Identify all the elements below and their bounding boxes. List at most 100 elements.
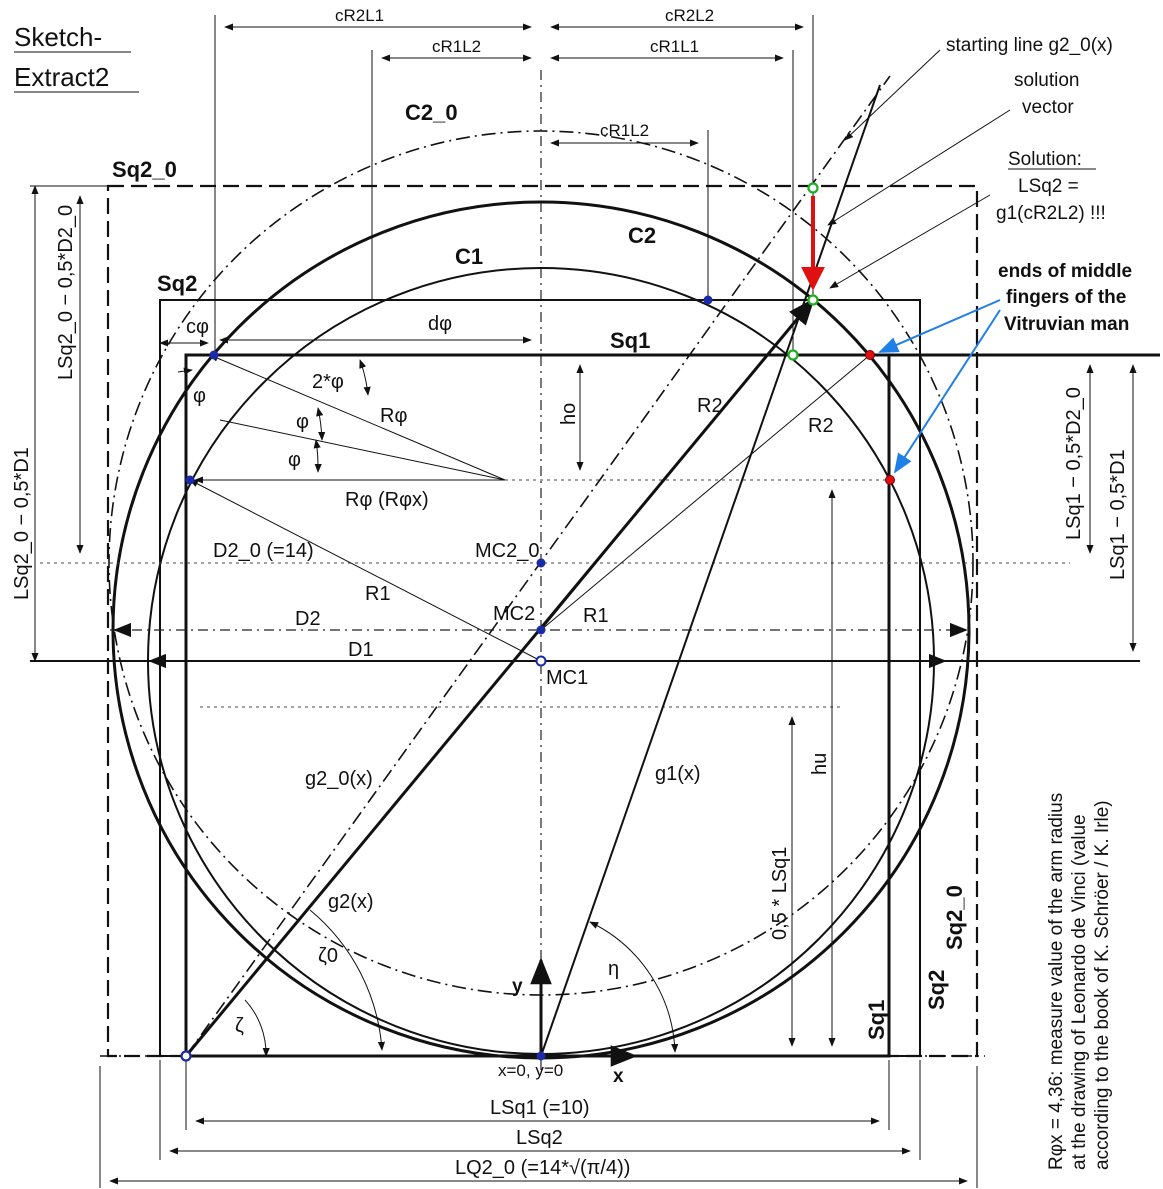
point-green-solution: [807, 294, 819, 306]
label-sq1-top: Sq1: [610, 328, 650, 353]
point-mc2: [536, 625, 546, 635]
radius-r1: [189, 479, 542, 662]
annotation-solution-vector-2: vector: [1022, 97, 1074, 118]
label-cr2l2: cR2L2: [665, 6, 714, 25]
label-d2: D2: [295, 608, 321, 630]
label-zeta0: ζ0: [318, 945, 338, 967]
label-c-phi: cφ: [186, 316, 209, 338]
square-sq2-0: [106, 184, 979, 1058]
label-r2-right: R2: [808, 415, 834, 437]
label-origin: x=0, y=0: [498, 1061, 563, 1080]
point-green-sq1: [787, 349, 799, 361]
radius-r2-b: [540, 354, 871, 631]
label-sq2-right: Sq2: [924, 970, 949, 1010]
label-sq2-0-top: Sq2_0: [112, 157, 177, 182]
label-2phi: 2*φ: [312, 371, 344, 393]
label-h-o: ho: [558, 403, 580, 425]
label-g2-0x: g2_0(x): [305, 768, 373, 790]
annotation-ends-3: Vitruvian man: [1004, 314, 1129, 335]
label-zeta: ζ: [235, 1015, 244, 1037]
point-mc1: [535, 655, 547, 667]
point-g2-origin: [180, 1050, 192, 1062]
title-line-2: Extract2: [14, 62, 109, 92]
label-sq2-0-right: Sq2_0: [942, 885, 967, 950]
label-r1-left: R1: [365, 583, 391, 605]
label-r-phi-x: Rφ (Rφx): [345, 489, 429, 511]
label-g1x: g1(x): [655, 763, 701, 785]
label-g2x: g2(x): [328, 891, 374, 913]
label-y-axis: y: [512, 976, 523, 997]
arc-eta: [589, 921, 679, 1053]
label-cr1l2-top: cR1L2: [432, 37, 481, 56]
point-green-top: [807, 182, 819, 194]
radius-r-phi-mid: [219, 419, 506, 481]
arc-zeta0: [309, 909, 386, 1051]
label-eta: η: [608, 958, 619, 980]
label-cr1l2-mid: cR1L2: [600, 121, 649, 140]
label-left-outer: LSq2_0 − 0,5*D1: [11, 447, 33, 600]
label-mc2-0: MC2_0: [475, 540, 539, 562]
leader-starting-line: [844, 49, 941, 141]
arc-zeta: [244, 999, 270, 1057]
label-half-lsq1: 0,5 * LSq1: [769, 847, 791, 940]
point-red-upper: [865, 350, 875, 360]
annotation-note-2: at the drawing of Leonardo de Vinci (val…: [1069, 814, 1090, 1170]
label-lsq1: LSq1 (=10): [490, 1097, 590, 1119]
annotation-solution-eq1: LSq2 =: [1018, 176, 1079, 197]
label-lq2-0: LQ2_0 (=14*√(π/4)): [455, 1157, 630, 1179]
label-mc2: MC2: [493, 603, 535, 625]
pointer-arrow-lower: [893, 309, 1001, 474]
label-c2-0: C2_0: [405, 100, 458, 125]
arc-phi-small: [177, 367, 193, 375]
label-right-inner: LSq1 − 0,5*D2_0: [1063, 387, 1085, 540]
label-c2: C2: [628, 223, 656, 248]
point-blue-phi-x: [185, 475, 195, 485]
annotation-note-1: Rφx = 4,36: measure value of the arm rad…: [1046, 793, 1067, 1170]
arc-phi-2: [313, 439, 322, 473]
label-cr1l1: cR1L1: [650, 37, 699, 56]
annotation-ends-2: fingers of the: [1006, 287, 1126, 308]
label-r1-right: R1: [583, 605, 609, 627]
line-g1: [540, 84, 881, 1057]
label-cr2l1: cR2L1: [335, 6, 384, 25]
label-c1: C1: [455, 244, 483, 269]
label-sq1-right: Sq1: [864, 1000, 889, 1040]
label-phi-1: φ: [296, 411, 309, 433]
label-sq2-top: Sq2: [157, 271, 197, 296]
label-d1: D1: [348, 639, 374, 661]
label-x-axis: x: [613, 1066, 624, 1087]
label-lsq2: LSq2: [516, 1127, 563, 1149]
annotation-solution-vector-1: solution: [1014, 70, 1080, 91]
label-r-phi: Rφ: [380, 405, 407, 427]
leader-solution: [829, 194, 991, 289]
arc-phi-1: [316, 407, 326, 441]
annotation-note-3: according to the book of K. Schröer / K.…: [1092, 800, 1113, 1170]
point-mc2-0: [536, 558, 546, 568]
square-sq2: [159, 299, 921, 1057]
label-d2-0: D2_0 (=14): [213, 540, 314, 562]
point-blue-phi-top: [209, 350, 219, 360]
annotation-solution-eq2: g1(cR2L2) !!!: [996, 203, 1106, 224]
points: [180, 182, 895, 1062]
label-d-phi: dφ: [428, 313, 452, 335]
point-origin: [536, 1051, 546, 1061]
radius-r2-a: [540, 299, 814, 631]
label-phi-2: φ: [288, 449, 301, 471]
title-line-1: Sketch-: [14, 22, 102, 52]
annotation-starting-line: starting line g2_0(x): [946, 35, 1113, 56]
label-h-u: hu: [809, 753, 831, 775]
label-right-outer: LSq1 − 0,5*D1: [1107, 449, 1129, 580]
annotation-ends-1: ends of middle: [998, 261, 1132, 282]
annotation-solution-heading: Solution:: [1008, 149, 1082, 170]
point-red-lower: [885, 475, 895, 485]
label-r2-left: R2: [697, 395, 723, 417]
label-phi-small: φ: [193, 385, 206, 407]
label-mc1: MC1: [546, 667, 588, 689]
leader-solution-vector: [827, 109, 1011, 226]
radius-r-phi: [209, 354, 506, 481]
arc-2phi: [359, 359, 371, 396]
label-left-inner: LSq2_0 − 0,5*D2_0: [55, 205, 77, 380]
pointer-arrow-upper: [878, 299, 1001, 353]
point-blue-c1-sq2: [703, 295, 713, 305]
